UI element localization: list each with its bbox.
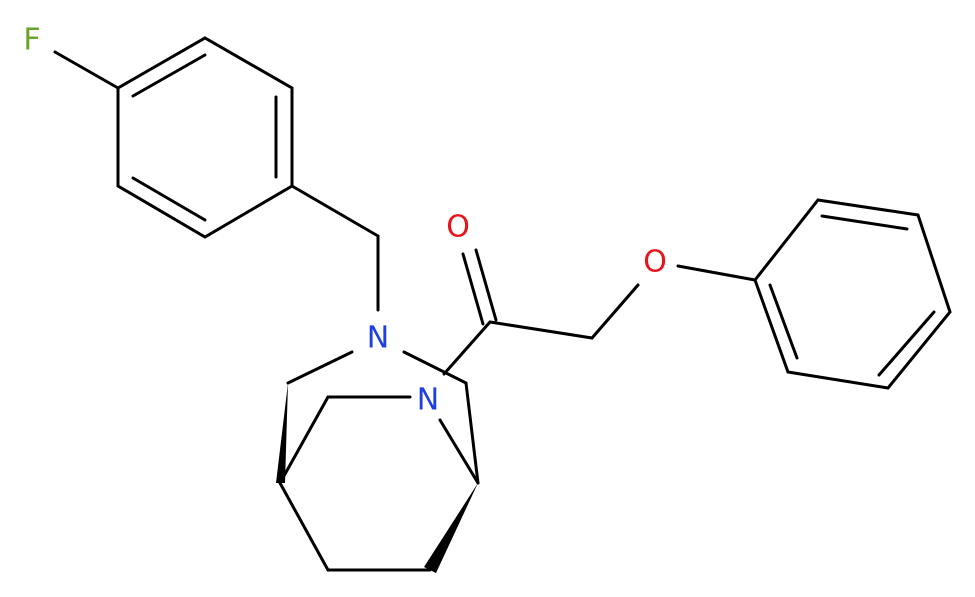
- atom-label: N: [367, 321, 389, 356]
- atom-label: O: [643, 245, 667, 280]
- bonds: [53, 36, 952, 573]
- atom-label: F: [23, 23, 40, 58]
- atom-label: O: [446, 210, 470, 245]
- atom-label: N: [417, 383, 439, 418]
